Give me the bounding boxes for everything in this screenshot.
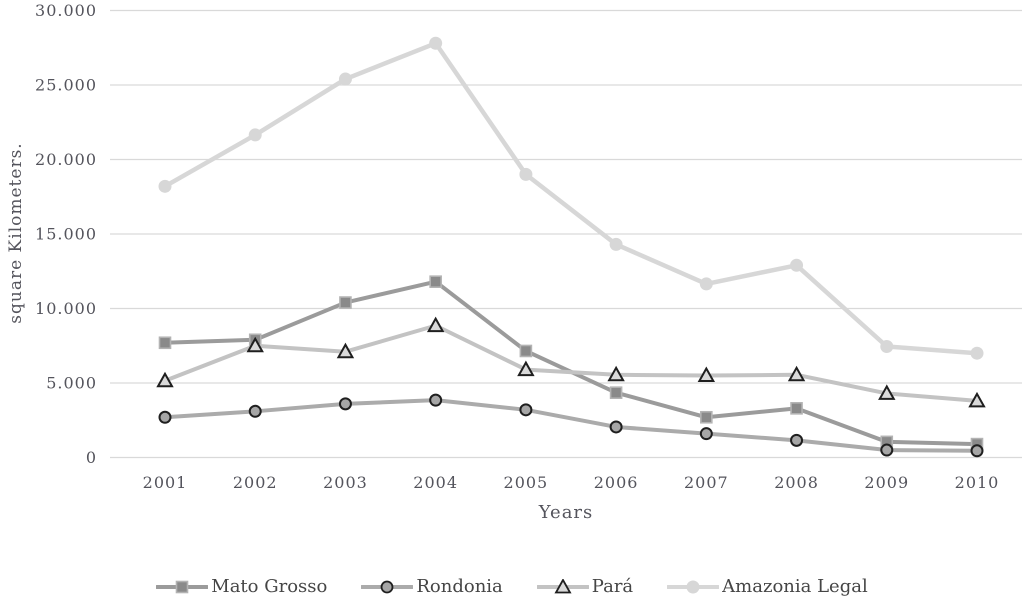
marker-triangle: [336, 342, 355, 359]
series-amazonia-legal: [158, 36, 984, 360]
series-para: [156, 316, 986, 408]
gridlines: [110, 9, 1022, 459]
series-line-amazonia-legal: [162, 41, 980, 356]
marker-circle: [380, 580, 394, 593]
marker-triangle: [878, 384, 896, 400]
y-tick-label-5.000: 5.000: [46, 374, 97, 393]
y-axis-tick-labels: 0 5.000 10.000 15.000 20.000 25.000 30.000: [35, 1, 97, 467]
marker-triangle: [787, 365, 806, 382]
marker-square: [175, 580, 189, 593]
legend-marker-rondonia: [361, 580, 414, 593]
x-tick-label-2003: 2003: [323, 473, 368, 492]
series-rondonia: [158, 393, 984, 458]
marker-circle-plain: [519, 167, 533, 181]
marker-circle: [338, 397, 352, 411]
y-tick-label-15.000: 15.000: [35, 225, 97, 244]
x-tick-label-2009: 2009: [864, 473, 909, 492]
marker-circle-plain: [970, 346, 984, 360]
marker-triangle: [697, 366, 716, 383]
chart-legend: Mato Grosso Rondonia Pará Amazonia Legal: [0, 576, 1024, 597]
marker-circle-plain: [880, 339, 894, 353]
marker-circle: [158, 410, 172, 424]
marker-circle-plain: [429, 36, 443, 50]
legend-label-rondonia: Rondonia: [416, 576, 503, 597]
legend-label-mato-grosso: Mato Grosso: [211, 576, 328, 597]
legend-marker-mato-grosso: [156, 580, 209, 593]
marker-circle: [429, 393, 443, 407]
marker-circle: [880, 443, 894, 457]
marker-circle-plain: [686, 580, 700, 593]
y-tick-label-10.000: 10.000: [35, 299, 97, 318]
x-tick-label-2010: 2010: [955, 473, 1000, 492]
marker-circle: [699, 427, 713, 441]
marker-circle-plain: [699, 277, 713, 291]
x-tick-label-2004: 2004: [413, 473, 458, 492]
marker-square: [790, 402, 803, 415]
legend-item-para: Pará: [536, 576, 634, 597]
legend-item-mato-grosso: Mato Grosso: [156, 576, 327, 597]
y-tick-label-30.000: 30.000: [35, 1, 97, 20]
marker-triangle: [517, 360, 535, 377]
marker-square: [519, 344, 533, 358]
marker-circle: [248, 404, 262, 418]
marker-square: [339, 296, 352, 309]
x-tick-label-2006: 2006: [594, 473, 639, 492]
marker-square: [158, 336, 172, 350]
marker-triangle: [554, 578, 572, 593]
marker-circle: [609, 420, 623, 434]
marker-triangle: [246, 336, 264, 353]
x-axis-tick-labels: 2001 2002 2003 2004 2005 2006 2007 2008 2009 2010: [143, 473, 1000, 492]
marker-square: [429, 275, 442, 288]
y-tick-label-25.000: 25.000: [35, 76, 97, 95]
x-tick-label-2007: 2007: [684, 473, 729, 492]
marker-circle-plain: [248, 128, 262, 142]
series-mato-grosso: [158, 275, 984, 451]
x-axis-title: Years: [538, 502, 594, 523]
x-tick-label-2002: 2002: [233, 473, 278, 492]
marker-triangle: [156, 371, 174, 388]
legend-label-amazonia-legal: Amazonia Legal: [722, 576, 868, 597]
y-tick-label-0: 0: [86, 448, 97, 467]
marker-circle-plain: [338, 72, 352, 86]
y-tick-label-20.000: 20.000: [35, 150, 97, 169]
marker-circle: [970, 444, 984, 458]
x-tick-label-2008: 2008: [774, 473, 819, 492]
marker-square: [700, 410, 713, 424]
marker-triangle: [607, 365, 625, 382]
marker-square: [609, 386, 623, 399]
marker-circle: [519, 403, 533, 417]
marker-circle-plain: [158, 179, 172, 193]
marker-triangle: [968, 391, 986, 408]
x-tick-label-2005: 2005: [504, 473, 549, 492]
series-line-rondonia: [163, 398, 979, 453]
legend-label-para: Pará: [591, 576, 634, 597]
x-tick-label-2001: 2001: [143, 473, 188, 492]
legend-marker-para: [536, 578, 589, 593]
marker-triangle: [426, 316, 445, 333]
marker-circle-plain: [790, 258, 804, 272]
legend-item-rondonia: Rondonia: [361, 576, 503, 597]
legend-item-amazonia-legal: Amazonia Legal: [667, 576, 868, 597]
legend-marker-amazonia-legal: [667, 580, 720, 593]
y-axis-title: square Kilometers.: [6, 142, 26, 324]
marker-circle-plain: [609, 237, 623, 251]
marker-circle: [790, 433, 804, 447]
series-line-para: [163, 323, 979, 403]
